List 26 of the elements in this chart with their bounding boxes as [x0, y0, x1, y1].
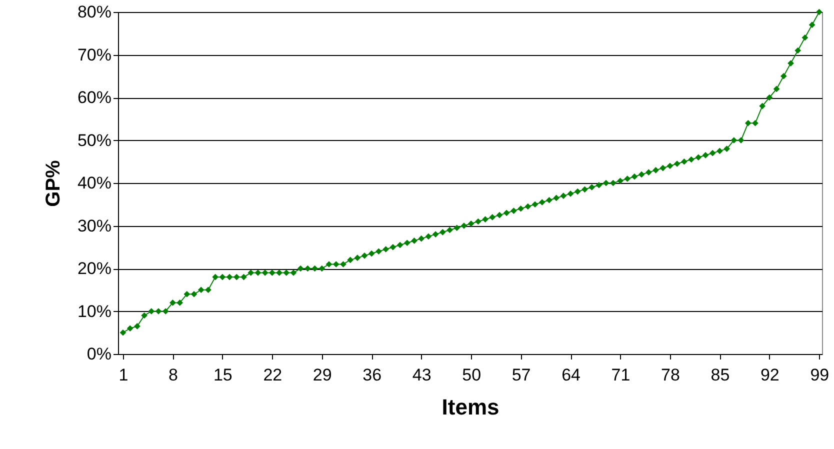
x-tick-label: 36	[362, 366, 382, 384]
x-tick-label: 50	[462, 366, 482, 384]
y-tick-label: 10%	[77, 302, 112, 321]
y-tick-label: 40%	[77, 174, 112, 192]
x-tick-label: 57	[512, 366, 531, 384]
y-tick-label: 60%	[77, 88, 112, 107]
y-axis-title: GP%	[42, 160, 64, 207]
y-tick-label: 30%	[77, 216, 112, 236]
x-tick-label: 29	[312, 366, 332, 384]
x-tick-label: 85	[710, 366, 730, 384]
x-tick-label: 22	[263, 366, 282, 384]
y-tick-label: 20%	[77, 259, 112, 278]
x-tick-label: 99	[810, 366, 830, 384]
x-tick-label: 92	[760, 366, 780, 384]
x-tick-label: 78	[661, 366, 680, 384]
y-tick-label: 50%	[77, 130, 112, 150]
x-tick-label: 1	[118, 366, 128, 384]
x-tick-label: 15	[213, 366, 232, 384]
x-tick-label: 43	[412, 366, 432, 384]
x-tick-label: 71	[611, 366, 630, 384]
x-axis-title: Items	[442, 394, 500, 420]
y-tick-label: 70%	[77, 45, 112, 64]
x-tick-label: 8	[168, 366, 178, 384]
y-tick-label: 80%	[77, 2, 112, 22]
x-tick-label: 64	[562, 366, 580, 384]
y-tick-label: 0%	[86, 344, 112, 364]
